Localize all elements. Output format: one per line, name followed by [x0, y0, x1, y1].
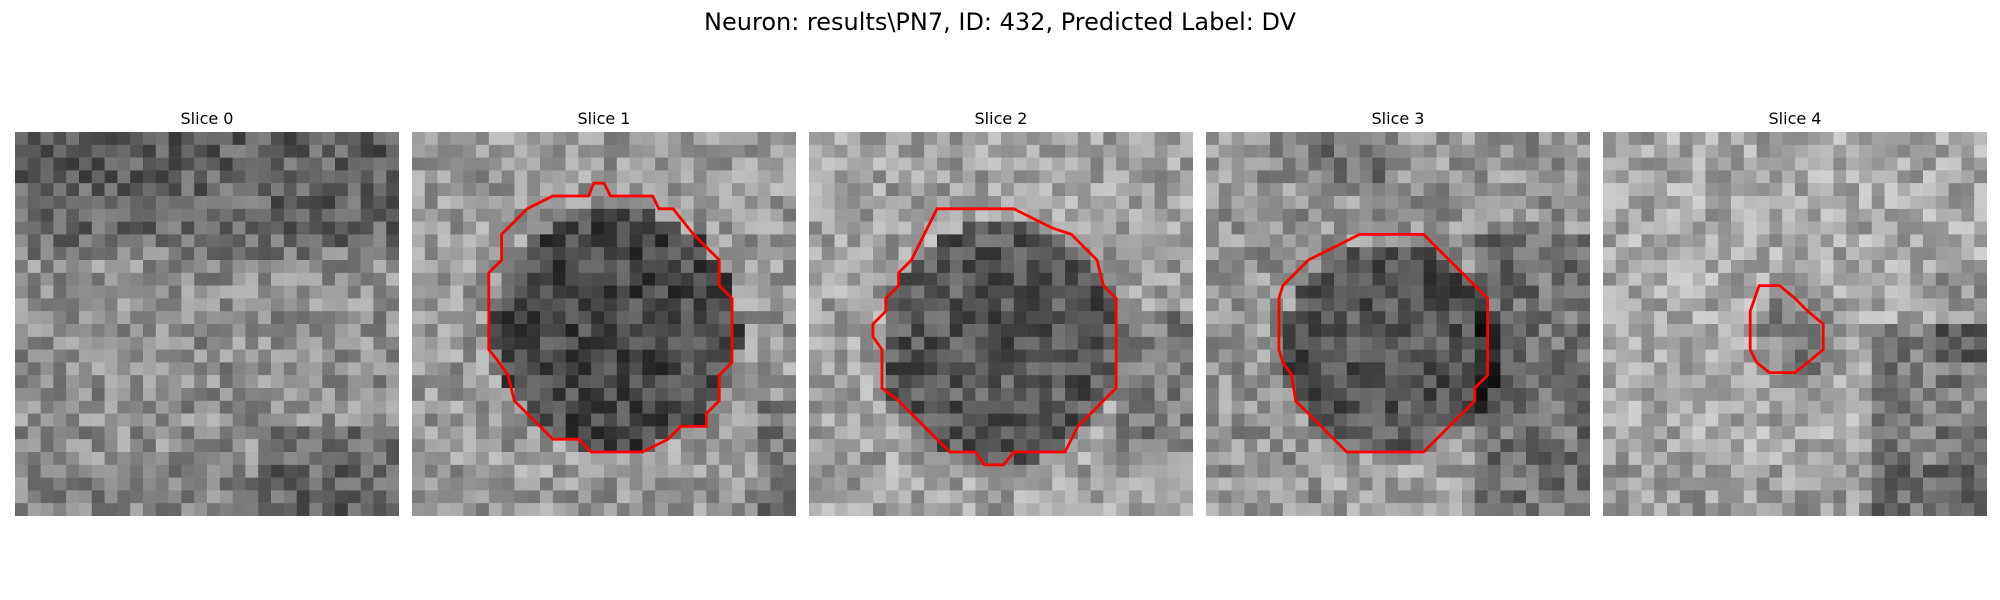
slice-panel-0: Slice 0: [15, 108, 399, 516]
slice-title: Slice 4: [1768, 109, 1822, 128]
slice-image: [412, 132, 796, 516]
slice-panel-2: Slice 2: [809, 108, 1193, 516]
slice-image: [809, 132, 1193, 516]
slice-title: Slice 1: [577, 109, 631, 128]
figure-title: Neuron: results\PN7, ID: 432, Predicted …: [704, 8, 1296, 36]
slice-title: Slice 3: [1371, 109, 1425, 128]
segmentation-contour: [871, 207, 1118, 467]
slice-image: [15, 132, 399, 516]
slice-panel-3: Slice 3: [1206, 108, 1590, 516]
slice-image: [1603, 132, 1987, 516]
pixel-grid: [1206, 132, 1590, 516]
pixel-grid: [15, 132, 399, 516]
segmentation-contour: [487, 181, 734, 454]
slice-title: Slice 0: [180, 109, 234, 128]
pixel-grid: [1603, 132, 1987, 516]
pixel-grid: [809, 132, 1193, 516]
slice-image: [1206, 132, 1590, 516]
slice-title: Slice 2: [974, 109, 1028, 128]
pixel-grid: [412, 132, 796, 516]
slice-panel-4: Slice 4: [1603, 108, 1987, 516]
segmentation-contour: [1277, 232, 1490, 454]
slice-panel-1: Slice 1: [412, 108, 796, 516]
segmentation-contour: [1748, 284, 1825, 375]
